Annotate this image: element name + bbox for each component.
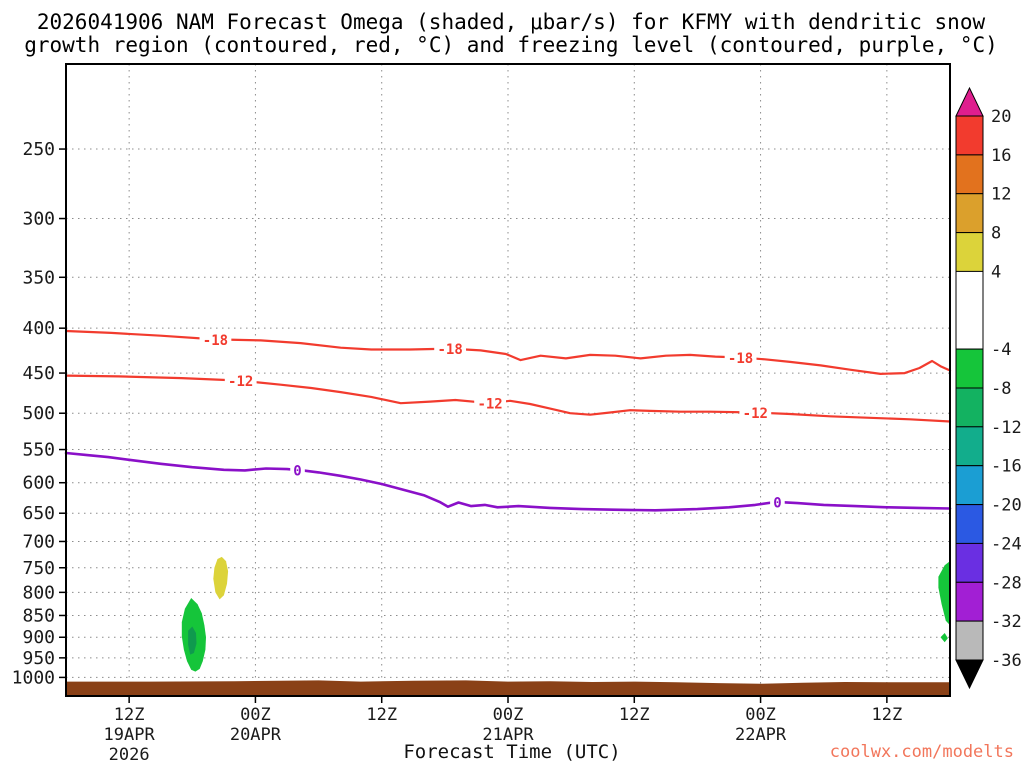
y-tick-label: 850: [22, 605, 55, 626]
contour-label-bg: [770, 492, 785, 511]
colorbar-tick-label: 12: [991, 185, 1011, 205]
x-tick-label: 12Z: [114, 705, 145, 725]
chart-title-line1: 2026041906 NAM Forecast Omega (shaded, μ…: [37, 10, 986, 34]
colorbar-segment: [955, 270, 984, 350]
colorbar-segment: [955, 348, 984, 389]
colorbar-segment: [955, 193, 984, 234]
contour-label-bg: [434, 339, 467, 358]
colorbar-tick-label: -36: [991, 651, 1022, 671]
chart-title-line2: growth region (contoured, red, °C) and f…: [24, 33, 998, 57]
contour-dendritic-growth-minus18C: [64, 329, 952, 375]
y-tick-label: 400: [22, 318, 55, 339]
colorbar-tick-label: -16: [991, 457, 1022, 477]
colorbar-tick-label: -28: [991, 573, 1022, 593]
colorbar-under-arrow: [955, 659, 984, 690]
colorbar-segment: [955, 426, 984, 467]
contour-label-bg: [739, 403, 772, 422]
colorbar-segment: [955, 620, 984, 661]
watermark: coolwx.com/modelts: [830, 742, 1014, 762]
y-tick-label: 300: [22, 209, 55, 230]
colorbar-tick-label: -8: [991, 379, 1011, 399]
y-tick-label: 650: [22, 503, 55, 524]
y-tick-label: 250: [22, 139, 55, 160]
contour-label: 0: [293, 463, 301, 479]
x-tick-date: 20APR: [230, 725, 282, 745]
colorbar-tick-label: -24: [991, 534, 1022, 554]
surface-terrain-band: [66, 680, 950, 696]
contour-label: -18: [728, 351, 753, 367]
colorbar-tick-label: -12: [991, 418, 1022, 438]
colorbar-segment: [955, 465, 984, 506]
x-tick-label: 12Z: [366, 705, 397, 725]
colorbar-tick-label: -4: [991, 340, 1011, 360]
omega-yellow-region-20apr: [213, 556, 229, 600]
y-tick-label: 450: [22, 363, 55, 384]
x-tick-label: 00Z: [745, 705, 776, 725]
x-tick-label: 12Z: [619, 705, 650, 725]
contour-label-bg: [199, 330, 232, 349]
y-tick-label: 600: [22, 473, 55, 494]
colorbar-segment: [955, 387, 984, 428]
colorbar-tick-label: -20: [991, 496, 1022, 516]
contour-label-bg: [724, 348, 757, 367]
y-tick-label: 700: [22, 531, 55, 552]
colorbar-tick-label: -32: [991, 612, 1022, 632]
contour-label: -12: [477, 397, 502, 413]
y-tick-label: 950: [22, 648, 55, 669]
colorbar-segment: [955, 154, 984, 195]
colorbar-segment: [955, 542, 984, 583]
x-tick-year: 2026: [109, 745, 150, 765]
contour-label: -12: [743, 406, 768, 422]
colorbar-segment: [955, 504, 984, 545]
x-tick-label: 00Z: [240, 705, 271, 725]
y-tick-label: 750: [22, 558, 55, 579]
y-tick-label: 550: [22, 440, 55, 461]
colorbar-tick-label: 20: [991, 107, 1011, 127]
colorbar-tick-label: 16: [991, 146, 1011, 166]
colorbar-segment: [955, 115, 984, 156]
y-tick-label: 800: [22, 582, 55, 603]
contour-dendritic-growth-minus12C: [64, 374, 952, 423]
contour-label-bg: [290, 460, 305, 479]
colorbar-over-arrow: [955, 86, 984, 117]
y-tick-label: 1000: [12, 667, 55, 688]
omega-green-region-19apr-core: [188, 626, 197, 655]
omega-green-region-right-edge: [938, 561, 950, 626]
colorbar-tick-label: 4: [991, 262, 1001, 282]
x-tick-label: 12Z: [871, 705, 902, 725]
omega-green-speck-right-edge: [940, 633, 948, 643]
x-axis-label: Forecast Time (UTC): [403, 741, 620, 763]
contour-label: 0: [773, 495, 781, 511]
x-tick-date: 21APR: [482, 725, 534, 745]
y-tick-label: 500: [22, 403, 55, 424]
x-tick-date: 22APR: [735, 725, 787, 745]
contour-label: -18: [437, 342, 462, 358]
plot-border: [65, 63, 951, 697]
contour-freezing-level-0C: [64, 451, 952, 512]
contour-label-bg: [224, 371, 257, 390]
y-tick-label: 350: [22, 267, 55, 288]
x-tick-label: 00Z: [493, 705, 524, 725]
chart-render-layer: 2503003504004505005506006507007508008509…: [12, 63, 1022, 765]
contour-label: -18: [203, 333, 228, 349]
colorbar-segment: [955, 232, 984, 273]
contour-label: -12: [228, 374, 253, 390]
x-tick-date: 19APR: [104, 725, 156, 745]
contour-label-bg: [474, 394, 507, 413]
y-tick-label: 900: [22, 627, 55, 648]
colorbar-tick-label: 8: [991, 224, 1001, 244]
colorbar-segment: [955, 581, 984, 622]
